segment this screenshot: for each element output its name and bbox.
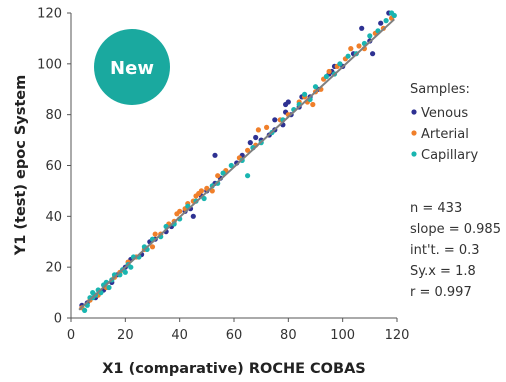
x-tick-label: 60 xyxy=(226,328,243,343)
legend-marker-arterial xyxy=(411,130,417,136)
y-tick-label: 120 xyxy=(37,7,62,22)
stat-r: r = 0.997 xyxy=(410,285,472,300)
y-tick-label: 0 xyxy=(54,312,62,327)
legend: Samples: Venous Arterial Capillary xyxy=(410,82,478,163)
point-arterial xyxy=(245,147,251,153)
legend-marker-venous xyxy=(411,109,417,115)
point-arterial xyxy=(149,244,156,250)
legend-entry-venous: Venous xyxy=(421,106,468,121)
new-badge-label: New xyxy=(110,58,154,79)
point-capillary xyxy=(82,307,88,313)
point-capillary xyxy=(323,73,329,80)
point-arterial xyxy=(264,124,270,130)
point-arterial xyxy=(209,188,215,194)
point-capillary xyxy=(122,269,128,275)
y-tick-label: 60 xyxy=(45,159,62,174)
y-tick-label: 80 xyxy=(45,108,62,123)
point-capillary xyxy=(337,61,343,67)
regression-stats: n = 433 slope = 0.985 int't. = 0.3 Sy.x … xyxy=(410,201,501,300)
y-axis-title: Y1 (test) epoc System xyxy=(13,75,29,257)
x-tick-label: 80 xyxy=(280,328,297,343)
point-arterial xyxy=(356,43,362,49)
point-arterial xyxy=(177,208,183,214)
legend-entry-arterial: Arterial xyxy=(421,127,469,142)
point-arterial xyxy=(326,68,332,75)
point-capillary xyxy=(383,18,389,24)
point-capillary xyxy=(245,173,251,179)
stat-syx: Sy.x = 1.8 xyxy=(410,264,476,279)
point-arterial xyxy=(198,188,204,194)
point-arterial xyxy=(255,127,261,133)
point-capillary xyxy=(312,84,319,90)
point-arterial xyxy=(215,173,221,179)
new-badge xyxy=(94,29,170,105)
stat-slope: slope = 0.985 xyxy=(410,222,501,237)
x-tick-label: 100 xyxy=(330,328,355,343)
point-arterial xyxy=(310,101,316,108)
x-tick-label: 20 xyxy=(117,328,134,343)
point-capillary xyxy=(391,12,397,19)
point-arterial xyxy=(348,46,354,52)
x-axis-title: X1 (comparative) ROCHE COBAS xyxy=(102,361,365,377)
point-capillary xyxy=(228,162,234,169)
x-axis-ticks: 0 20 40 60 80 100 120 xyxy=(67,318,410,343)
point-venous xyxy=(370,51,376,57)
point-capillary xyxy=(128,264,134,270)
point-venous xyxy=(285,99,291,105)
x-tick-label: 40 xyxy=(171,328,188,343)
point-venous xyxy=(190,213,196,219)
point-venous xyxy=(272,117,278,123)
legend-title: Samples: xyxy=(410,82,470,97)
stat-n: n = 433 xyxy=(410,201,462,216)
y-tick-label: 100 xyxy=(37,57,62,72)
point-venous xyxy=(253,134,259,141)
y-tick-label: 40 xyxy=(45,210,62,225)
y-axis-ticks: 0 20 40 60 80 100 120 xyxy=(37,7,71,327)
point-venous xyxy=(359,25,365,31)
point-capillary xyxy=(220,170,226,176)
point-venous xyxy=(378,20,384,26)
regression-line xyxy=(78,18,395,311)
point-capillary xyxy=(106,284,112,291)
x-tick-label: 0 xyxy=(67,328,75,343)
point-venous xyxy=(247,140,253,146)
point-capillary xyxy=(201,195,207,202)
point-venous xyxy=(212,152,218,158)
x-tick-label: 120 xyxy=(385,328,410,343)
point-capillary xyxy=(367,33,373,39)
stat-intercept: int't. = 0.3 xyxy=(410,243,480,258)
point-capillary xyxy=(302,91,308,97)
point-arterial xyxy=(152,231,158,237)
point-capillary xyxy=(345,53,351,59)
legend-marker-capillary xyxy=(411,151,417,157)
legend-entry-capillary: Capillary xyxy=(421,148,478,163)
y-tick-label: 20 xyxy=(45,261,62,276)
